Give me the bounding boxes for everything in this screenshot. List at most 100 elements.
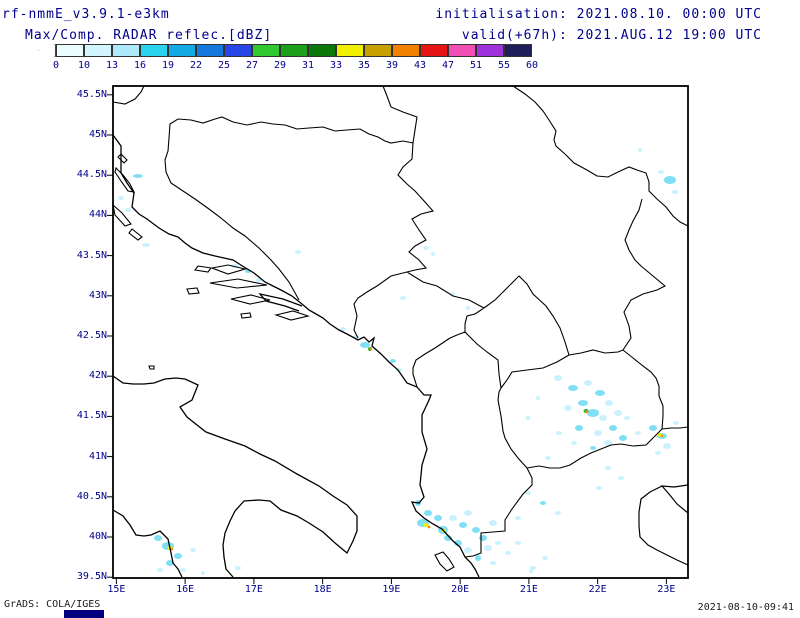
colorbar-cell [140, 44, 168, 57]
radar-echo [619, 435, 627, 441]
colorbar-tick-label: 55 [497, 60, 511, 71]
colorbar-tick-label: 51 [469, 60, 483, 71]
colorbar-cell [308, 44, 336, 57]
radar-echo [475, 555, 481, 561]
lat-tick-label: 44.5N [76, 169, 107, 181]
radar-echo [133, 174, 143, 178]
radar-echo [658, 170, 664, 174]
radar-echo [594, 430, 602, 436]
creation-timestamp: 2021-08-10-09:41 [697, 602, 794, 613]
radar-echo [235, 566, 241, 570]
radar-echo [664, 176, 676, 184]
radar-echo [154, 535, 162, 541]
colorbar-tick-label: 22 [189, 60, 203, 71]
radar-echo [529, 569, 533, 573]
colorbar-cell [336, 44, 364, 57]
grads-credit: GrADS: COLA/IGES [4, 599, 101, 610]
lon-tick-label: 20E [451, 584, 470, 595]
radar-echo [587, 409, 599, 417]
valid-time: valid(+67h): 2021.AUG.12 19:00 UTC [461, 28, 762, 43]
radar-echo [605, 466, 611, 470]
colorbar-tick-label: 60 [525, 60, 539, 71]
radar-echo [125, 208, 131, 212]
radar-echo [466, 306, 470, 310]
lat-tick-label: 41.5N [76, 410, 107, 422]
colorbar-tick-label: 27 [245, 60, 259, 71]
radar-echo [596, 486, 602, 490]
radar-echo [536, 396, 540, 400]
colorbar-tick-label: 31 [301, 60, 315, 71]
radar-echo [423, 246, 429, 250]
coastline-east-adriatic [112, 134, 480, 578]
radar-echo [449, 515, 457, 521]
colorbar [38, 44, 532, 57]
radar-echo [585, 410, 589, 414]
colorbar-tick-label: 16 [133, 60, 147, 71]
lat-tick-label: 42.5N [76, 330, 107, 341]
radar-echo [201, 571, 205, 575]
radar-echo [673, 421, 679, 425]
lat-tick-label: 40N [88, 531, 107, 542]
colorbar-cell [280, 44, 308, 57]
lon-tick-label: 19E [382, 584, 401, 595]
radar-echo [489, 520, 497, 526]
lat-tick-label: 39.5N [76, 571, 107, 583]
colorbar-tick-label: 29 [273, 60, 287, 71]
radar-echo [578, 400, 588, 406]
logo-bar [64, 610, 104, 618]
radar-echo [400, 296, 406, 300]
radar-echo [360, 342, 370, 348]
radar-echo [672, 190, 678, 194]
colorbar-tick-label: 35 [357, 60, 371, 71]
colorbar-cell [84, 44, 112, 57]
colorbar-tick-label: 10 [77, 60, 91, 71]
colorbar-labels: 0 10 13 16 19 22 25 27 29 31 33 35 39 43 47 51 55 60 [38, 60, 558, 72]
radar-echo [505, 551, 511, 555]
radar-echo [118, 196, 124, 200]
radar-echo [495, 541, 501, 545]
radar-echo [340, 327, 346, 331]
coastline-greece [638, 484, 689, 566]
radar-echo [555, 511, 561, 515]
colorbar-tick-label: 25 [217, 60, 231, 71]
colorbar-cell [420, 44, 448, 57]
colorbar-cell [196, 44, 224, 57]
radar-echo [515, 516, 521, 520]
radar-echo [614, 410, 622, 416]
colorbar-tick-label: 47 [441, 60, 455, 71]
radar-echo [459, 522, 467, 528]
map-svg [107, 85, 689, 584]
radar-echo [434, 515, 442, 521]
lon-tick-label: 17E [244, 584, 263, 595]
lon-tick-label: 21E [519, 584, 538, 595]
radar-echo [157, 568, 163, 572]
lat-tick-label: 41N [88, 450, 107, 462]
radar-echo [545, 456, 551, 460]
radar-echo [595, 390, 605, 396]
model-version-title: rf-nmmE_v3.9.1-e3km [2, 7, 170, 22]
colorbar-tick-label: 33 [329, 60, 343, 71]
radar-echo [540, 501, 546, 505]
radar-echo [609, 425, 617, 431]
radar-echo [618, 476, 624, 480]
radar-echo [369, 347, 373, 351]
radar-echo [663, 443, 671, 449]
colorbar-cell [448, 44, 476, 57]
radar-echo [142, 243, 150, 247]
radar-echo [556, 431, 562, 435]
colorbar-cell [56, 44, 84, 57]
lat-tick-label: 44N [88, 209, 107, 221]
lat-tick-label: 45N [88, 129, 107, 140]
product-title: Max/Comp. RADAR reflec.[dBZ] [25, 28, 273, 43]
radar-echo [635, 431, 641, 435]
radar-echo [166, 560, 174, 566]
colorbar-tick-label: 19 [161, 60, 175, 71]
radar-echo [649, 425, 657, 431]
radar-echo [180, 568, 186, 572]
coastline-italy [112, 375, 358, 578]
radar-echo [554, 375, 562, 381]
radar-echo [444, 535, 452, 541]
radar-echo [590, 446, 596, 450]
colorbar-cells [56, 44, 532, 57]
